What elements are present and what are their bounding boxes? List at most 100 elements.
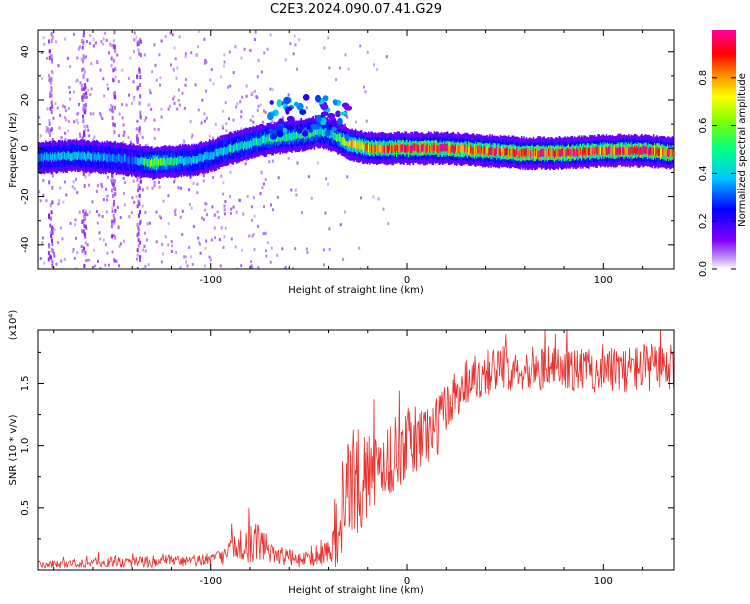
ridge-cell	[343, 137, 345, 145]
noise-cell	[158, 180, 160, 184]
ridge-cell	[401, 143, 404, 152]
noise-cell	[259, 103, 262, 107]
ridge-cell	[144, 158, 146, 167]
ridge-cell	[172, 158, 174, 167]
ridge-cell	[115, 155, 118, 164]
streak-cell	[82, 103, 85, 108]
ridge-cell	[191, 157, 193, 166]
ridge-cell	[188, 155, 191, 164]
noise-cell	[142, 248, 145, 252]
noise-cell	[240, 115, 243, 119]
noise-cell	[203, 112, 206, 116]
y-tick-label: 0	[20, 145, 31, 151]
ridge-cell	[187, 157, 190, 166]
ridge-cell	[231, 144, 233, 153]
plume-cell	[314, 94, 322, 103]
noise-cell	[385, 55, 388, 59]
ridge-cell	[46, 152, 48, 160]
noise-cell	[123, 203, 126, 207]
streak-cell	[136, 222, 139, 227]
streak-cell	[139, 210, 141, 215]
noise-cell	[60, 136, 63, 140]
noise-cell	[114, 75, 117, 79]
noise-cell	[221, 124, 224, 128]
ridge-cell	[555, 148, 557, 157]
noise-cell	[206, 213, 208, 217]
ridge-cell	[38, 154, 40, 162]
ridge-cell	[506, 147, 509, 156]
ridge-cell	[145, 157, 147, 165]
ridge-cell	[404, 144, 406, 153]
noise-cell	[42, 179, 45, 182]
noise-cell	[102, 77, 105, 81]
noise-cell	[170, 249, 173, 253]
ridge-cell	[670, 148, 673, 156]
streak-cell	[84, 224, 87, 229]
streak-cell	[139, 240, 142, 245]
noise-cell	[218, 238, 221, 242]
noise-cell	[236, 267, 239, 269]
noise-cell	[253, 38, 256, 41]
ridge-cell	[53, 154, 55, 162]
ridge-cell	[75, 151, 78, 160]
ridge-cell	[237, 143, 239, 152]
y-tick-label: 20	[20, 94, 31, 107]
ridge-cell	[319, 126, 322, 134]
noise-cell	[84, 175, 87, 179]
ridge-cell	[666, 149, 669, 157]
ridge-cell	[361, 142, 364, 150]
noise-cell	[68, 85, 71, 89]
noise-cell	[204, 58, 207, 62]
streak-cell	[48, 244, 51, 249]
noise-cell	[230, 237, 233, 241]
noise-cell	[270, 119, 273, 122]
noise-cell	[360, 196, 363, 200]
ridge-cell	[477, 145, 479, 154]
plume-cell	[269, 133, 278, 140]
ridge-cell	[248, 141, 251, 149]
ridge-cell	[151, 158, 153, 167]
noise-cell	[174, 57, 177, 61]
ridge-cell	[122, 155, 125, 164]
ridge-cell	[346, 137, 349, 146]
ridge-cell	[314, 127, 317, 135]
ridge-cell	[662, 148, 664, 156]
ridge-cell	[635, 147, 637, 156]
noise-cell	[251, 218, 254, 222]
noise-cell	[158, 53, 161, 57]
streak-cell	[112, 122, 115, 127]
ridge-cell	[525, 148, 528, 156]
noise-cell	[147, 263, 150, 267]
noise-cell	[251, 114, 254, 118]
noise-cell	[202, 179, 205, 183]
noise-cell	[121, 116, 124, 120]
ridge-cell	[571, 148, 574, 157]
noise-cell	[217, 216, 220, 219]
noise-cell	[110, 178, 112, 182]
noise-cell	[117, 80, 120, 83]
ridge-cell	[473, 146, 476, 155]
ridge-cell	[154, 157, 157, 166]
ridge-cell	[610, 146, 612, 155]
ridge-cell	[40, 153, 42, 161]
noise-cell	[170, 240, 173, 244]
noise-cell	[39, 134, 42, 138]
streak-cell	[51, 242, 54, 247]
ridge-cell	[437, 145, 439, 154]
noise-cell	[182, 139, 185, 143]
ridge-cell	[79, 152, 81, 160]
streak-cell	[48, 56, 51, 61]
spectrogram-xlabel: Height of straight line (km)	[288, 285, 424, 296]
noise-cell	[111, 250, 114, 254]
noise-cell	[223, 212, 226, 216]
ridge-cell	[642, 146, 644, 154]
streak-cell	[136, 42, 139, 47]
ridge-cell	[95, 154, 98, 162]
ridge-cell	[480, 145, 483, 154]
ridge-cell	[484, 146, 486, 155]
noise-cell	[89, 112, 92, 116]
noise-cell	[119, 216, 122, 219]
noise-cell	[276, 253, 279, 257]
noise-cell	[246, 195, 249, 198]
noise-cell	[205, 60, 208, 64]
